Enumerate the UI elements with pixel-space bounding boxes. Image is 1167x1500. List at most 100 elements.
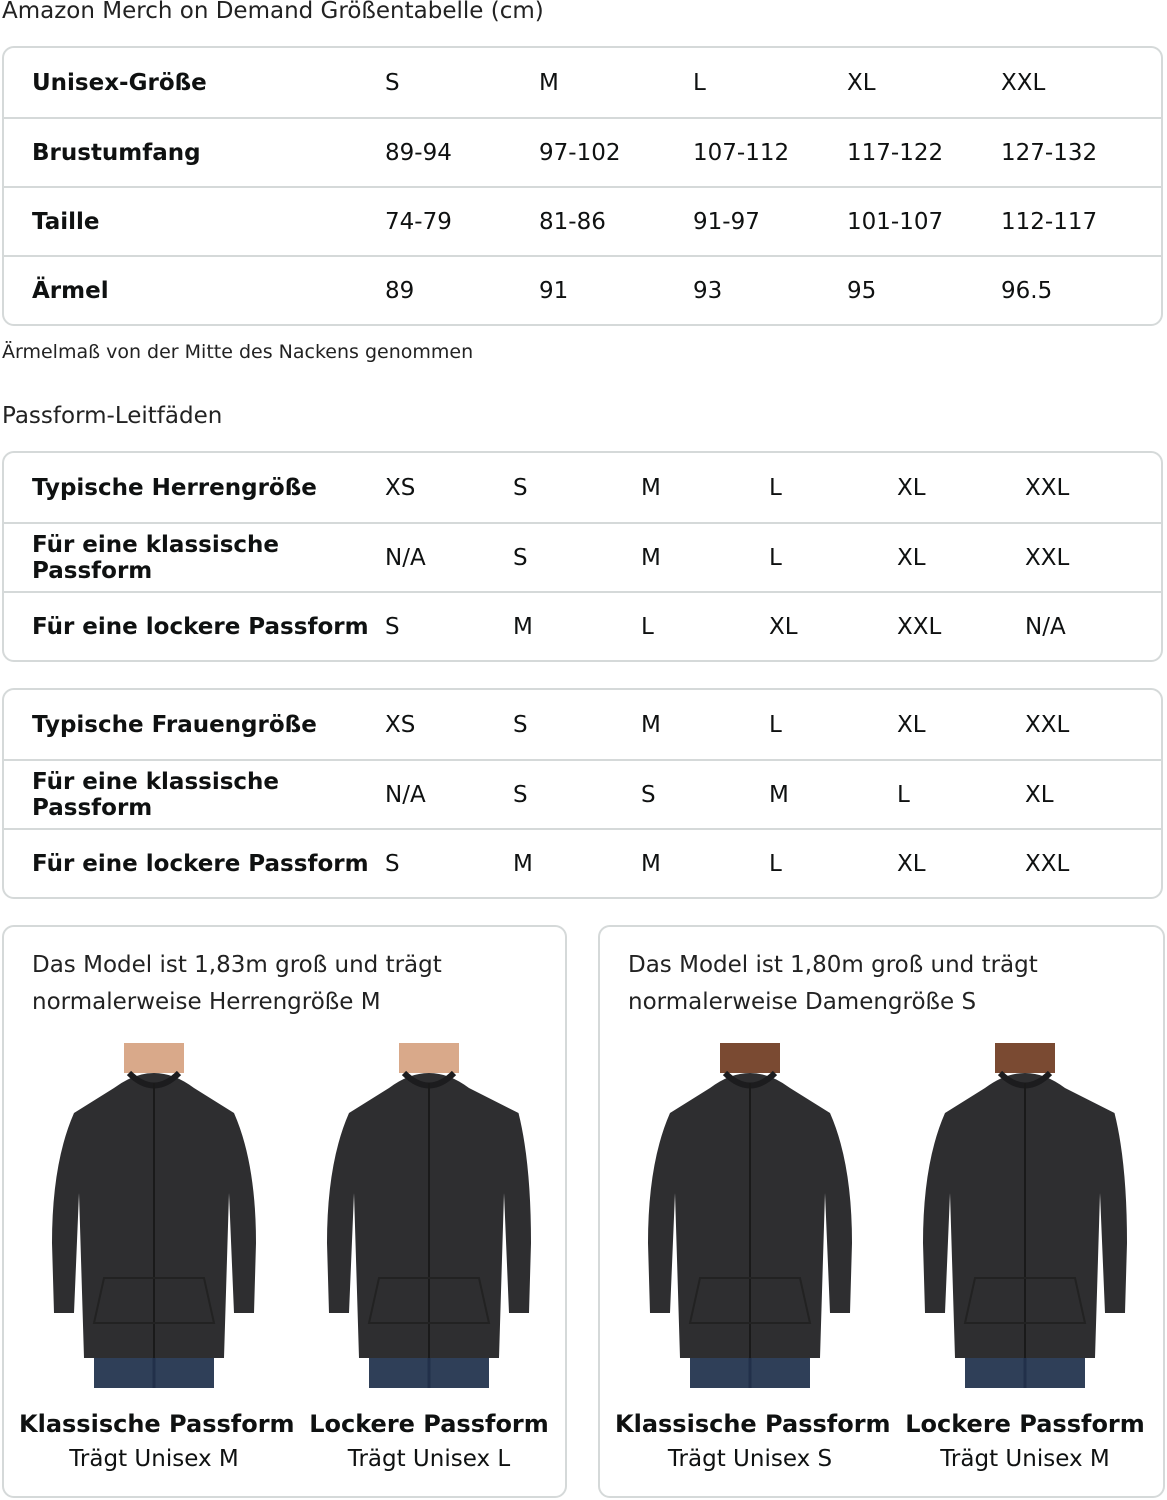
table-cell: M xyxy=(641,850,661,877)
table-cell: S xyxy=(513,781,528,808)
table-cell: 89 xyxy=(385,277,415,304)
table-cell: 91-97 xyxy=(693,208,760,235)
table-cell: XL xyxy=(847,69,876,96)
table-cell: 101-107 xyxy=(847,208,944,235)
table-cell: L xyxy=(769,544,782,571)
table-cell: 127-132 xyxy=(1001,139,1098,166)
women-fit-table: Typische Frauengröße XS S M L XL XXL Für eine k… xyxy=(2,688,1163,899)
table-cell: S xyxy=(513,711,528,738)
fit-type-label: Lockere Passform xyxy=(309,1410,549,1438)
row-header: Taille xyxy=(32,208,100,235)
table-cell: S xyxy=(641,781,656,808)
table-cell: 107-112 xyxy=(693,139,790,166)
table-cell: 74-79 xyxy=(385,208,452,235)
table-cell: L xyxy=(769,711,782,738)
table-cell: M xyxy=(769,781,789,808)
table-row: Für eine klassische Passform N/A S S M L XL xyxy=(4,759,1161,828)
table-cell: XS xyxy=(385,474,416,501)
table-cell: M xyxy=(641,711,661,738)
model-figure: Klassische Passform Trägt Unisex S xyxy=(615,1043,891,1472)
fit-type-label: Klassische Passform xyxy=(19,1410,295,1438)
row-header: Für eine lockere Passform xyxy=(32,850,369,877)
model-figure: Klassische Passform Trägt Unisex M xyxy=(19,1043,295,1472)
table-row: Taille 74-79 81-86 91-97 101-107 112-117 xyxy=(4,186,1161,255)
table-cell: S xyxy=(385,850,400,877)
table-cell: XL xyxy=(769,613,798,640)
table-cell: M xyxy=(513,613,533,640)
table-cell: XXL xyxy=(897,613,942,640)
women-model-card: Das Model ist 1,80m groß und trägt norma… xyxy=(598,925,1165,1498)
row-header: Typische Frauengröße xyxy=(32,711,317,738)
worn-size-label: Trägt Unisex S xyxy=(667,1446,833,1472)
row-header: Für eine klassische Passform xyxy=(32,768,280,821)
table-row: Für eine lockere Passform S M M L XL XXL xyxy=(4,828,1161,897)
model-description: Das Model ist 1,80m groß und trägt norma… xyxy=(628,952,1038,1015)
row-header: Für eine klassische Passform xyxy=(32,531,280,584)
model-description: Das Model ist 1,83m groß und trägt norma… xyxy=(32,952,442,1015)
row-header: Ärmel xyxy=(32,277,109,304)
worn-size-label: Trägt Unisex M xyxy=(69,1446,239,1472)
men-fit-table: Typische Herrengröße XS S M L XL XXL Für eine k… xyxy=(2,451,1163,662)
table-cell: S xyxy=(385,69,400,96)
table-cell: M xyxy=(539,69,559,96)
model-photo xyxy=(648,1043,852,1388)
table-cell: XXL xyxy=(1025,711,1070,738)
fit-type-label: Klassische Passform xyxy=(615,1410,891,1438)
sleeve-note: Ärmelmaß von der Mitte des Nackens genom… xyxy=(2,341,474,363)
table-cell: 117-122 xyxy=(847,139,944,166)
table-cell: S xyxy=(513,474,528,501)
table-cell: 112-117 xyxy=(1001,208,1098,235)
model-figure: Lockere Passform Trägt Unisex M xyxy=(890,1043,1160,1472)
table-row: Für eine klassische Passform N/A S M L XL XXL xyxy=(4,522,1161,591)
table-cell: XL xyxy=(897,474,926,501)
size-table: Unisex-Größe S M L XL XXL Brustumfang 89-94 97-1… xyxy=(2,46,1163,326)
model-photo xyxy=(327,1043,531,1388)
table-cell: XXL xyxy=(1001,69,1046,96)
table-cell: N/A xyxy=(385,544,426,571)
table-row: Unisex-Größe S M L XL XXL xyxy=(4,48,1161,117)
table-cell: L xyxy=(769,474,782,501)
row-header: Brustumfang xyxy=(32,139,201,166)
table-cell: XXL xyxy=(1025,850,1070,877)
table-cell: S xyxy=(385,613,400,640)
table-cell: 89-94 xyxy=(385,139,452,166)
table-cell: XL xyxy=(1025,781,1054,808)
table-row: Für eine lockere Passform S M L XL XXL N/A xyxy=(4,591,1161,660)
table-cell: L xyxy=(769,850,782,877)
row-header: Typische Herrengröße xyxy=(32,474,317,501)
worn-size-label: Trägt Unisex M xyxy=(940,1446,1110,1472)
model-photo xyxy=(923,1043,1127,1388)
table-cell: 96.5 xyxy=(1001,277,1053,304)
table-cell: XL xyxy=(897,711,926,738)
model-figure: Lockere Passform Trägt Unisex L xyxy=(294,1043,564,1472)
table-cell: L xyxy=(693,69,706,96)
table-cell: M xyxy=(513,850,533,877)
worn-size-label: Trägt Unisex L xyxy=(347,1446,511,1472)
row-header: Für eine lockere Passform xyxy=(32,613,369,640)
table-cell: 95 xyxy=(847,277,877,304)
table-cell: M xyxy=(641,474,661,501)
table-cell: M xyxy=(641,544,661,571)
table-cell: XL xyxy=(897,544,926,571)
fit-heading: Passform-Leitfäden xyxy=(2,403,223,429)
table-cell: XL xyxy=(897,850,926,877)
model-photo xyxy=(52,1043,256,1388)
men-model-card: Das Model ist 1,83m groß und trägt norma… xyxy=(2,925,567,1498)
table-cell: N/A xyxy=(385,781,426,808)
table-cell: XXL xyxy=(1025,544,1070,571)
fit-type-label: Lockere Passform xyxy=(905,1410,1145,1438)
row-header: Unisex-Größe xyxy=(32,69,207,96)
table-cell: 93 xyxy=(693,277,723,304)
table-row: Typische Frauengröße XS S M L XL XXL xyxy=(4,690,1161,759)
chart-title: Amazon Merch on Demand Größentabelle (cm… xyxy=(2,0,544,24)
table-row: Ärmel 89 91 93 95 96.5 xyxy=(4,255,1161,324)
table-cell: XXL xyxy=(1025,474,1070,501)
table-row: Brustumfang 89-94 97-102 107-112 117-122 127-… xyxy=(4,117,1161,186)
table-cell: 81-86 xyxy=(539,208,606,235)
table-cell: L xyxy=(897,781,910,808)
table-row: Typische Herrengröße XS S M L XL XXL xyxy=(4,453,1161,522)
table-cell: 97-102 xyxy=(539,139,621,166)
table-cell: L xyxy=(641,613,654,640)
table-cell: N/A xyxy=(1025,613,1066,640)
table-cell: S xyxy=(513,544,528,571)
